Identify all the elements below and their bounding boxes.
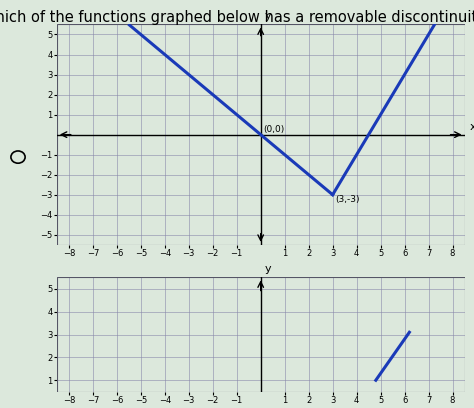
Text: y: y (264, 11, 271, 22)
Text: (0,0): (0,0) (263, 124, 284, 134)
Text: Which of the functions graphed below has a removable discontinuity?: Which of the functions graphed below has… (0, 10, 474, 25)
Text: x: x (469, 122, 474, 132)
Text: y: y (264, 264, 271, 274)
Text: (3,-3): (3,-3) (335, 195, 360, 204)
